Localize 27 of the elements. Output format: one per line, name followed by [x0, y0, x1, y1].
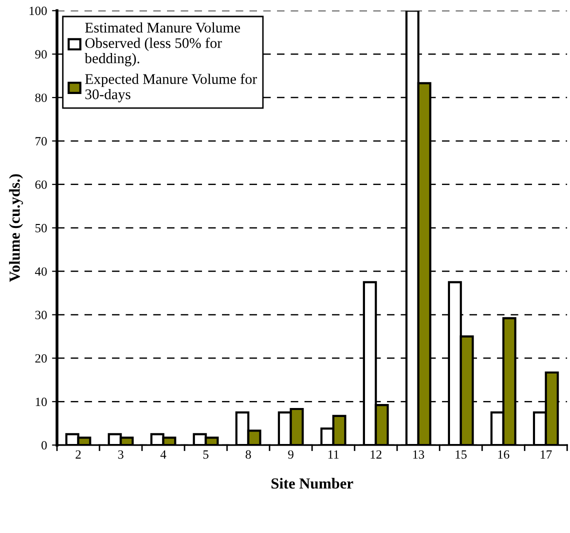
y-tick-label: 80 — [35, 94, 47, 102]
y-tick-label: 0 — [42, 441, 47, 450]
y-tick-label: 40 — [35, 267, 47, 276]
y-tick-label: 60 — [35, 180, 47, 189]
y-tick-label: 50 — [36, 224, 47, 232]
x-axis-title: Site Number — [272, 478, 354, 489]
y-tick-label: 100 — [30, 6, 47, 16]
x-tick-label: 13 — [413, 450, 424, 459]
x-tick-label: 16 — [498, 450, 510, 459]
legend-label: Estimated Manure Volume Observed (less 50% for bedding). — [84, 22, 240, 66]
legend-label: Expected Manure Volume for 30-days — [85, 74, 257, 102]
x-tick-label: 3 — [118, 450, 124, 459]
x-tick-label: 5 — [203, 450, 208, 459]
y-tick-label: 90 — [35, 50, 47, 59]
x-tick-label: 17 — [540, 450, 552, 459]
y-tick-label: 10 — [36, 398, 47, 406]
x-tick-label: 12 — [370, 450, 382, 459]
x-tick-label: 4 — [160, 450, 166, 459]
y-axis-title: Volume (cu.yds.) — [9, 174, 23, 282]
x-tick-label: 15 — [456, 450, 467, 459]
x-tick-label: 9 — [288, 450, 294, 459]
x-tick-label: 8 — [246, 450, 251, 459]
x-tick-label: 11 — [328, 450, 339, 459]
y-tick-label: 20 — [35, 354, 47, 363]
y-tick-label: 70 — [36, 137, 47, 146]
x-tick-label: 2 — [76, 450, 81, 459]
y-tick-label: 30 — [35, 310, 47, 320]
